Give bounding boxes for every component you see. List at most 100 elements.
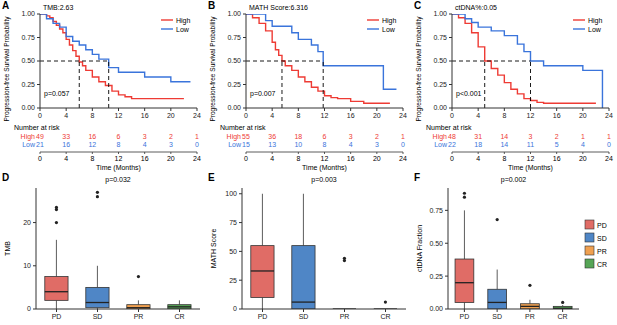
svg-text:0.50: 0.50 (21, 57, 35, 64)
svg-text:20: 20 (167, 112, 175, 119)
svg-text:55: 55 (242, 133, 250, 140)
svg-text:Number at risk: Number at risk (14, 124, 60, 131)
svg-text:Number at risk: Number at risk (220, 124, 266, 131)
svg-text:TMB:2.63: TMB:2.63 (43, 4, 73, 11)
svg-text:0: 0 (38, 112, 42, 119)
svg-text:22: 22 (448, 141, 456, 148)
svg-text:4: 4 (581, 141, 585, 148)
svg-text:33: 33 (62, 133, 70, 140)
svg-text:11: 11 (527, 141, 534, 148)
svg-text:8: 8 (502, 112, 506, 119)
svg-text:16: 16 (553, 112, 561, 119)
svg-text:0.50: 0.50 (429, 240, 443, 247)
svg-text:16: 16 (88, 133, 96, 140)
svg-text:Time (Months): Time (Months) (96, 164, 141, 172)
svg-text:18: 18 (474, 141, 482, 148)
svg-text:0: 0 (195, 141, 199, 148)
svg-text:0.25: 0.25 (21, 81, 35, 88)
svg-text:Progression-free Survival Prob: Progression-free Survival Probability (8, 16, 11, 122)
svg-text:20: 20 (579, 155, 587, 162)
svg-text:Low: Low (434, 141, 448, 148)
svg-text:Time (Months): Time (Months) (302, 164, 347, 172)
svg-text:1.00: 1.00 (227, 10, 241, 17)
svg-text:100: 100 (225, 190, 237, 197)
svg-text:24: 24 (605, 112, 609, 119)
svg-text:3: 3 (529, 133, 533, 140)
svg-text:p=0.007: p=0.007 (250, 90, 276, 98)
svg-text:High: High (588, 17, 603, 25)
svg-text:PD: PD (597, 222, 607, 229)
svg-text:0.00: 0.00 (429, 305, 443, 312)
svg-text:p<0.001: p<0.001 (456, 90, 482, 98)
svg-text:4: 4 (64, 112, 68, 119)
svg-text:PR: PR (134, 313, 144, 320)
svg-text:10: 10 (294, 141, 302, 148)
svg-text:0: 0 (450, 155, 454, 162)
svg-text:0: 0 (244, 155, 248, 162)
svg-text:0: 0 (38, 155, 42, 162)
svg-text:High: High (433, 133, 448, 141)
svg-text:ctDNA%:0.05: ctDNA%:0.05 (455, 4, 497, 11)
svg-text:Progression-free Survival Prob: Progression-free Survival Probability (209, 16, 217, 122)
svg-text:75: 75 (229, 219, 237, 226)
svg-text:0.50: 0.50 (433, 57, 447, 64)
svg-text:Low: Low (588, 26, 602, 33)
svg-text:12: 12 (321, 112, 329, 119)
svg-text:0.25: 0.25 (429, 273, 443, 280)
svg-text:SD: SD (597, 235, 607, 242)
svg-text:4: 4 (64, 155, 68, 162)
svg-text:0.50: 0.50 (227, 57, 241, 64)
svg-text:1: 1 (607, 133, 609, 140)
svg-text:20: 20 (167, 155, 175, 162)
svg-text:High: High (382, 17, 397, 25)
svg-text:MATH Score:6.316: MATH Score:6.316 (249, 4, 308, 11)
svg-text:TMB: TMB (8, 241, 11, 256)
svg-text:High: High (176, 17, 191, 25)
svg-text:24: 24 (399, 155, 407, 162)
svg-text:Low: Low (176, 26, 190, 33)
svg-text:ctDNA Fraction: ctDNA Fraction (416, 225, 423, 272)
svg-text:18: 18 (294, 133, 302, 140)
svg-text:3: 3 (169, 141, 173, 148)
svg-text:12: 12 (527, 155, 535, 162)
svg-text:1: 1 (581, 133, 585, 140)
svg-text:13: 13 (268, 141, 276, 148)
svg-text:2: 2 (169, 133, 173, 140)
svg-text:12: 12 (88, 141, 96, 148)
svg-text:CR: CR (558, 313, 568, 320)
svg-text:21: 21 (36, 141, 44, 148)
svg-text:0.75: 0.75 (429, 207, 443, 214)
svg-text:0.25: 0.25 (433, 81, 447, 88)
svg-text:2: 2 (375, 133, 379, 140)
svg-text:PD: PD (258, 313, 268, 320)
svg-text:PR: PR (597, 248, 607, 255)
svg-text:p=0.057: p=0.057 (44, 90, 70, 98)
svg-text:8: 8 (117, 141, 121, 148)
svg-text:1.00: 1.00 (433, 10, 447, 17)
svg-text:20: 20 (23, 219, 31, 226)
svg-text:p=0.002: p=0.002 (501, 176, 527, 184)
svg-text:20: 20 (373, 112, 381, 119)
svg-text:E: E (208, 172, 215, 183)
svg-text:Time (Months): Time (Months) (508, 164, 553, 172)
svg-text:0.00: 0.00 (227, 104, 241, 111)
svg-text:16: 16 (141, 155, 149, 162)
svg-text:4: 4 (476, 155, 480, 162)
svg-text:31: 31 (474, 133, 482, 140)
svg-text:4: 4 (476, 112, 480, 119)
svg-text:p=0.032: p=0.032 (105, 176, 131, 184)
svg-text:0.75: 0.75 (433, 34, 447, 41)
svg-text:16: 16 (347, 112, 355, 119)
svg-text:14: 14 (500, 141, 508, 148)
svg-text:36: 36 (268, 133, 276, 140)
svg-text:Low: Low (228, 141, 242, 148)
svg-text:49: 49 (36, 133, 44, 140)
svg-text:16: 16 (553, 155, 561, 162)
svg-text:MATH Score: MATH Score (210, 229, 217, 269)
svg-text:SD: SD (299, 313, 309, 320)
svg-text:0: 0 (607, 141, 609, 148)
svg-text:16: 16 (141, 112, 149, 119)
svg-text:12: 12 (115, 112, 123, 119)
svg-text:0: 0 (244, 112, 248, 119)
svg-text:SD: SD (492, 313, 502, 320)
